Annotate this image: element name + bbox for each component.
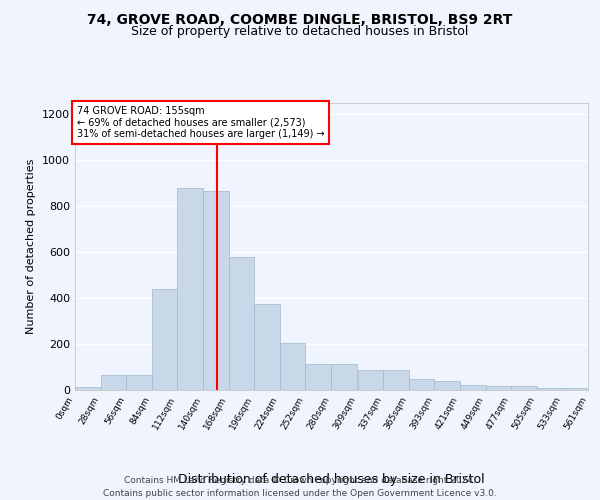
- Y-axis label: Number of detached properties: Number of detached properties: [26, 158, 37, 334]
- Bar: [511, 386, 537, 390]
- Bar: [101, 375, 126, 390]
- Text: Size of property relative to detached houses in Bristol: Size of property relative to detached ho…: [131, 25, 469, 38]
- Text: Contains public sector information licensed under the Open Government Licence v3: Contains public sector information licen…: [103, 489, 497, 498]
- Bar: [305, 364, 331, 390]
- Bar: [75, 387, 101, 390]
- Bar: [434, 381, 460, 390]
- Bar: [178, 188, 203, 390]
- Text: Contains HM Land Registry data © Crown copyright and database right 2024.: Contains HM Land Registry data © Crown c…: [124, 476, 476, 485]
- Bar: [229, 256, 254, 390]
- Bar: [383, 370, 409, 390]
- Bar: [358, 370, 383, 390]
- Bar: [485, 386, 511, 390]
- Bar: [537, 388, 562, 390]
- Bar: [126, 375, 152, 390]
- Text: 74, GROVE ROAD, COOMBE DINGLE, BRISTOL, BS9 2RT: 74, GROVE ROAD, COOMBE DINGLE, BRISTOL, …: [88, 12, 512, 26]
- X-axis label: Distribution of detached houses by size in Bristol: Distribution of detached houses by size …: [178, 472, 485, 486]
- Bar: [203, 191, 229, 390]
- Bar: [562, 388, 588, 390]
- Bar: [460, 385, 485, 390]
- Bar: [409, 378, 434, 390]
- Bar: [331, 364, 356, 390]
- Bar: [152, 289, 178, 390]
- Bar: [254, 304, 280, 390]
- Text: 74 GROVE ROAD: 155sqm
← 69% of detached houses are smaller (2,573)
31% of semi-d: 74 GROVE ROAD: 155sqm ← 69% of detached …: [77, 106, 325, 139]
- Bar: [280, 343, 305, 390]
